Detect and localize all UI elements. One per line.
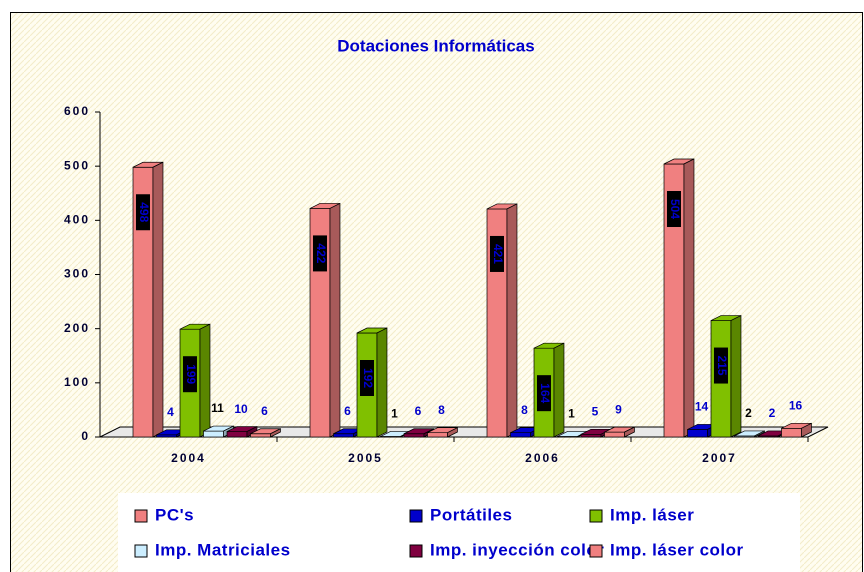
bar-front (403, 433, 425, 438)
bar-front (510, 432, 531, 438)
bar (604, 426, 635, 438)
value-label: 4 (167, 405, 174, 419)
y-tick-label: 200 (64, 321, 90, 335)
value-label-box (536, 375, 551, 412)
chart-title: Dotaciones Informáticas (337, 36, 534, 55)
bar (663, 158, 695, 438)
x-tick-label: 2007 (702, 451, 737, 465)
value-label: 9 (615, 402, 622, 416)
value-label: 164 (538, 383, 552, 403)
bar-side (376, 327, 388, 438)
bar (734, 430, 765, 438)
value-label: 11 (211, 401, 224, 415)
value-label: 422 (314, 243, 328, 263)
value-label: 2 (769, 406, 776, 420)
x-tick-label: 2006 (525, 451, 560, 465)
value-label: 421 (491, 244, 505, 264)
legend-label: Imp. inyección color (430, 540, 604, 559)
value-label: 10 (234, 402, 248, 416)
value-label: 14 (695, 400, 709, 414)
value-label-box (312, 235, 327, 272)
value-label: 215 (715, 356, 729, 376)
value-label-box (713, 347, 728, 384)
bar-side (199, 323, 211, 438)
value-label: 8 (438, 403, 445, 417)
bar-front (580, 433, 602, 438)
value-label-box (666, 191, 681, 227)
bar-front (604, 431, 625, 438)
x-tick-label: 2004 (171, 451, 206, 465)
legend-label: Imp. láser color (610, 540, 744, 559)
bar-side (329, 202, 341, 438)
value-label: 6 (261, 404, 268, 418)
y-tick-label: 100 (64, 375, 90, 389)
legend-swatch (134, 544, 148, 558)
legend-label: Imp. láser (610, 505, 694, 524)
value-label: 1 (391, 407, 398, 421)
bar-side (624, 426, 635, 438)
value-label-box (359, 360, 374, 396)
bar-side (152, 161, 164, 438)
value-label: 192 (361, 368, 375, 388)
bar-side (270, 428, 281, 438)
bar-front (203, 430, 224, 438)
value-label: 1 (568, 407, 575, 421)
value-label-box (135, 194, 150, 231)
bar-side (754, 430, 765, 438)
legend-label: Portátiles (430, 505, 512, 524)
bar-front (226, 431, 248, 438)
value-label: 6 (415, 404, 422, 418)
y-tick-label: 300 (64, 267, 90, 281)
legend-swatch (409, 544, 423, 558)
value-label: 498 (137, 202, 151, 222)
y-tick-label: 500 (64, 158, 90, 172)
bar-side (730, 314, 742, 438)
legend-label: Imp. Matriciales (155, 540, 291, 559)
legend-swatch (134, 509, 148, 523)
bar-side (553, 342, 565, 438)
bar (132, 161, 164, 438)
value-label: 16 (789, 399, 803, 413)
bar-front (781, 427, 802, 438)
bar-front (427, 432, 448, 438)
value-label: 504 (668, 199, 682, 219)
bar-side (801, 422, 812, 438)
value-label-box (489, 235, 504, 272)
value-label: 199 (184, 364, 198, 384)
bar-front (250, 433, 271, 438)
value-label: 2 (745, 406, 752, 420)
value-label: 5 (592, 404, 599, 418)
bar (427, 427, 458, 438)
legend-swatch (409, 509, 423, 523)
y-tick-label: 400 (64, 213, 90, 227)
y-tick-label: 0 (81, 429, 90, 443)
legend-swatch (589, 544, 603, 558)
bar-side (683, 158, 695, 438)
value-label-box (182, 356, 197, 393)
value-label: 8 (521, 403, 528, 417)
bar-side (447, 427, 458, 438)
legend-box (118, 493, 800, 572)
bar (226, 426, 258, 438)
legend-swatch (589, 509, 603, 523)
value-label: 6 (344, 404, 351, 418)
x-tick-label: 2005 (348, 451, 383, 465)
bar (250, 428, 281, 438)
legend-label: PC's (155, 505, 194, 524)
bar-side (506, 203, 518, 438)
bar-front (687, 429, 708, 438)
y-tick-label: 600 (64, 104, 90, 118)
bar-front (333, 433, 354, 438)
bar (781, 422, 812, 438)
